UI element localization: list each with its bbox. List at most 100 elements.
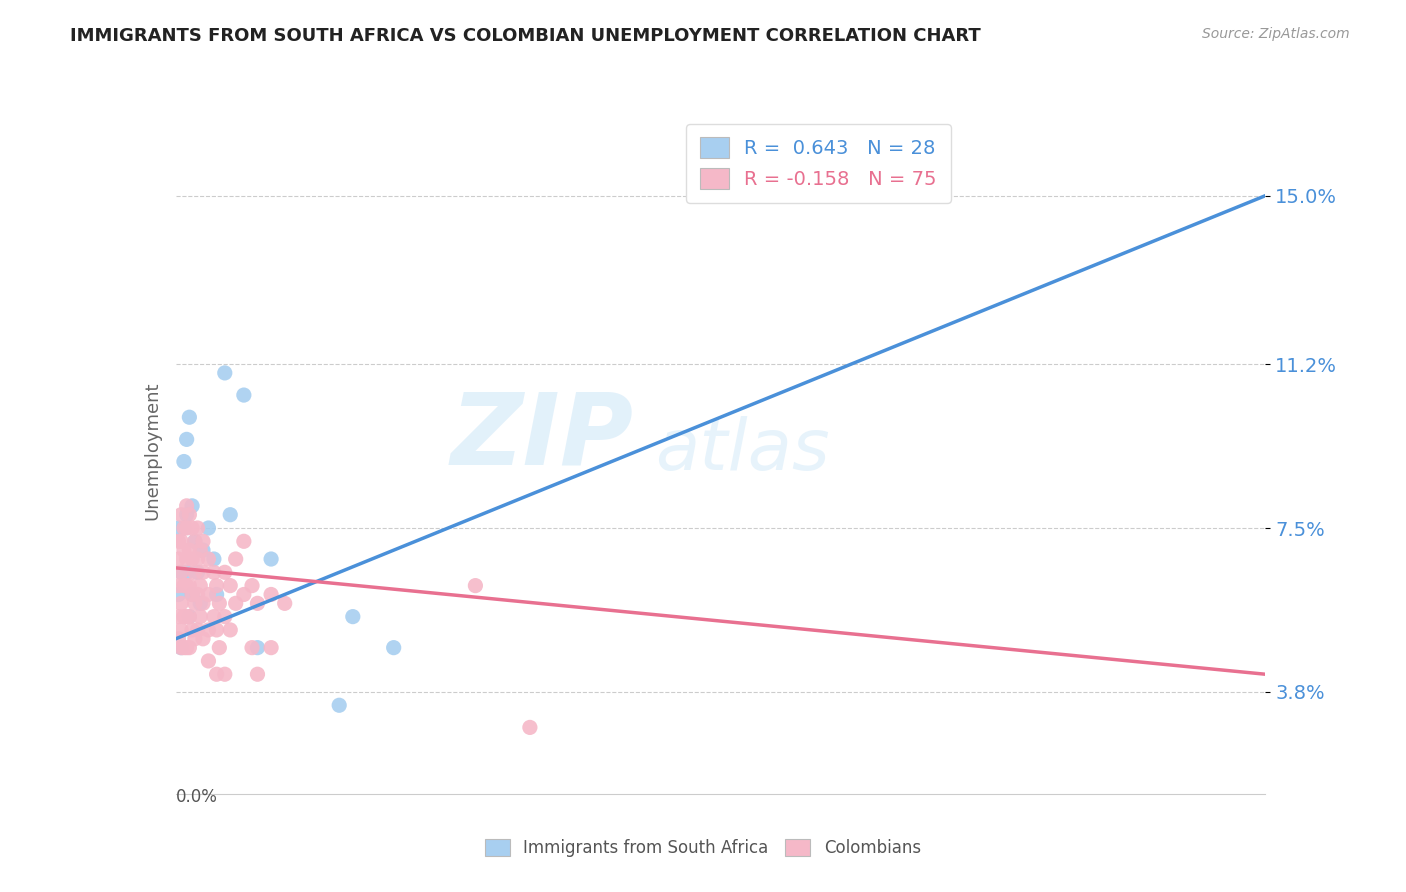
Point	[173, 579, 195, 593]
Point	[173, 454, 195, 468]
Point	[274, 596, 297, 610]
Point	[208, 640, 231, 655]
Point	[191, 596, 214, 610]
Point	[232, 534, 254, 549]
Point	[225, 552, 247, 566]
Point	[173, 521, 195, 535]
Point	[181, 587, 204, 601]
Point	[179, 609, 201, 624]
Point	[170, 623, 193, 637]
Point	[167, 534, 190, 549]
Legend: Immigrants from South Africa, Colombians: Immigrants from South Africa, Colombians	[477, 831, 929, 866]
Point	[214, 566, 236, 580]
Point	[170, 640, 193, 655]
Point	[214, 366, 236, 380]
Point	[240, 640, 263, 655]
Point	[240, 579, 263, 593]
Point	[173, 543, 195, 558]
Point	[197, 552, 219, 566]
Y-axis label: Unemployment: Unemployment	[143, 381, 162, 520]
Text: Source: ZipAtlas.com: Source: ZipAtlas.com	[1202, 27, 1350, 41]
Point	[191, 543, 214, 558]
Point	[184, 534, 207, 549]
Point	[205, 667, 228, 681]
Point	[170, 566, 193, 580]
Point	[191, 632, 214, 646]
Point	[219, 508, 242, 522]
Point	[176, 566, 198, 580]
Point	[170, 566, 193, 580]
Point	[173, 640, 195, 655]
Point	[167, 521, 190, 535]
Point	[232, 388, 254, 402]
Point	[170, 508, 193, 522]
Point	[214, 609, 236, 624]
Point	[184, 596, 207, 610]
Point	[205, 579, 228, 593]
Point	[464, 579, 486, 593]
Point	[202, 552, 225, 566]
Point	[170, 534, 193, 549]
Point	[167, 552, 190, 566]
Point	[170, 596, 193, 610]
Point	[219, 623, 242, 637]
Point	[328, 698, 350, 713]
Point	[186, 521, 209, 535]
Point	[191, 566, 214, 580]
Point	[181, 499, 204, 513]
Text: IMMIGRANTS FROM SOUTH AFRICA VS COLOMBIAN UNEMPLOYMENT CORRELATION CHART: IMMIGRANTS FROM SOUTH AFRICA VS COLOMBIA…	[70, 27, 981, 45]
Point	[205, 623, 228, 637]
Point	[197, 521, 219, 535]
Legend: R =  0.643   N = 28, R = -0.158   N = 75: R = 0.643 N = 28, R = -0.158 N = 75	[686, 124, 950, 203]
Point	[197, 587, 219, 601]
Point	[167, 579, 190, 593]
Point	[186, 623, 209, 637]
Point	[176, 579, 198, 593]
Text: 0.0%: 0.0%	[176, 788, 218, 805]
Point	[179, 579, 201, 593]
Point	[181, 521, 204, 535]
Point	[173, 609, 195, 624]
Point	[167, 632, 190, 646]
Point	[188, 609, 211, 624]
Point	[176, 640, 198, 655]
Point	[202, 566, 225, 580]
Point	[186, 587, 209, 601]
Point	[342, 609, 364, 624]
Point	[232, 587, 254, 601]
Point	[197, 654, 219, 668]
Point	[173, 521, 195, 535]
Point	[179, 508, 201, 522]
Point	[181, 552, 204, 566]
Point	[214, 667, 236, 681]
Point	[202, 609, 225, 624]
Point	[176, 433, 198, 447]
Point	[167, 587, 190, 601]
Text: ZIP: ZIP	[450, 388, 633, 485]
Point	[225, 596, 247, 610]
Point	[197, 623, 219, 637]
Point	[176, 552, 198, 566]
Point	[191, 534, 214, 549]
Point	[260, 587, 283, 601]
Point	[181, 587, 204, 601]
Point	[176, 609, 198, 624]
Point	[382, 640, 405, 655]
Point	[184, 534, 207, 549]
Point	[208, 596, 231, 610]
Point	[179, 640, 201, 655]
Point	[184, 566, 207, 580]
Point	[179, 410, 201, 425]
Point	[170, 640, 193, 655]
Point	[181, 623, 204, 637]
Point	[246, 667, 269, 681]
Point	[188, 596, 211, 610]
Point	[176, 499, 198, 513]
Point	[179, 543, 201, 558]
Point	[260, 552, 283, 566]
Point	[176, 521, 198, 535]
Point	[186, 552, 209, 566]
Point	[167, 609, 190, 624]
Point	[219, 579, 242, 593]
Point	[176, 508, 198, 522]
